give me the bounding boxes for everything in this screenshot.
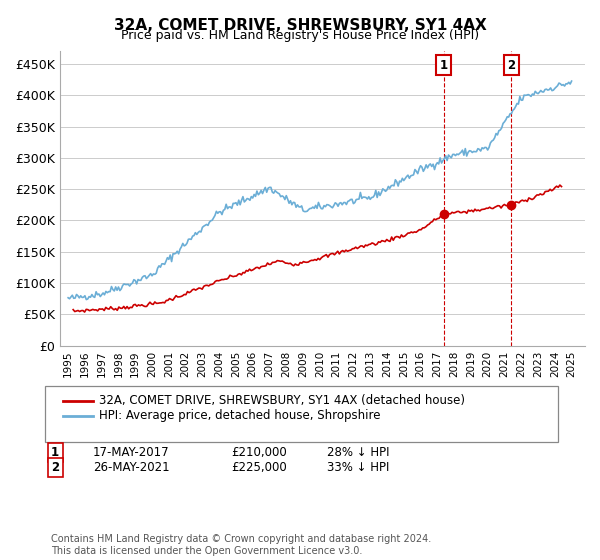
Text: 1: 1 [51, 446, 59, 459]
Text: 28% ↓ HPI: 28% ↓ HPI [327, 446, 389, 459]
Text: Contains HM Land Registry data © Crown copyright and database right 2024.
This d: Contains HM Land Registry data © Crown c… [51, 534, 431, 556]
Text: 33% ↓ HPI: 33% ↓ HPI [327, 461, 389, 474]
Text: 1: 1 [440, 59, 448, 72]
Text: HPI: Average price, detached house, Shropshire: HPI: Average price, detached house, Shro… [99, 409, 380, 422]
Text: £225,000: £225,000 [231, 461, 287, 474]
Text: £210,000: £210,000 [231, 446, 287, 459]
Text: 32A, COMET DRIVE, SHREWSBURY, SY1 4AX (detached house): 32A, COMET DRIVE, SHREWSBURY, SY1 4AX (d… [99, 394, 465, 408]
Text: Price paid vs. HM Land Registry's House Price Index (HPI): Price paid vs. HM Land Registry's House … [121, 29, 479, 42]
Text: 2: 2 [507, 59, 515, 72]
Text: 32A, COMET DRIVE, SHREWSBURY, SY1 4AX: 32A, COMET DRIVE, SHREWSBURY, SY1 4AX [113, 18, 487, 33]
Text: 2: 2 [51, 461, 59, 474]
Text: 26-MAY-2021: 26-MAY-2021 [93, 461, 170, 474]
Text: 17-MAY-2017: 17-MAY-2017 [93, 446, 170, 459]
